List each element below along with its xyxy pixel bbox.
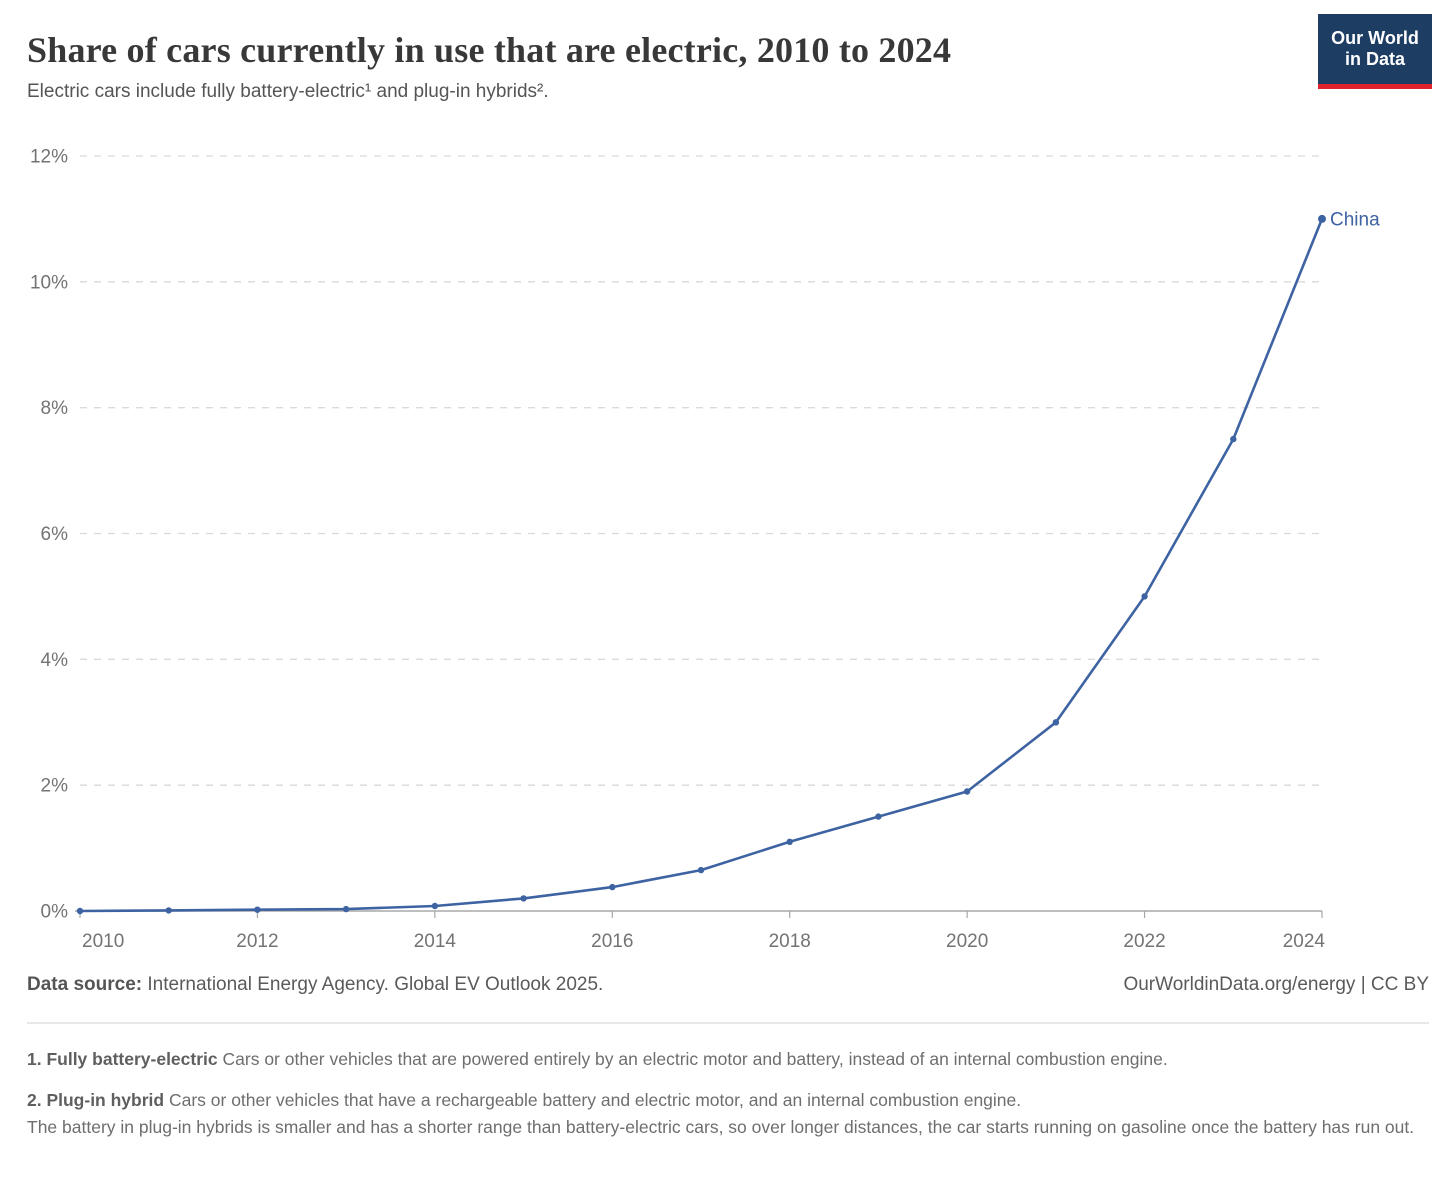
y-tick-label: 2% xyxy=(41,776,69,797)
x-tick-label: 2010 xyxy=(82,931,124,952)
y-tick-label: 12% xyxy=(30,147,68,168)
x-tick-label: 2018 xyxy=(769,931,811,952)
data-point xyxy=(254,906,261,913)
footnote-2-lead: 2. Plug-in hybrid xyxy=(27,1090,165,1111)
data-point xyxy=(875,813,882,820)
data-point xyxy=(1052,719,1060,726)
footnote-1: 1. Fully battery-electric Cars or other … xyxy=(27,1046,1429,1072)
x-tick-label: 2024 xyxy=(1283,931,1326,952)
data-point xyxy=(963,788,971,795)
footnote-2-text: Cars or other vehicles that have a recha… xyxy=(168,1090,1022,1111)
x-tick-label: 2014 xyxy=(414,931,457,952)
owid-logo[interactable]: Our World in Data xyxy=(1318,14,1432,89)
series-line xyxy=(78,217,1324,913)
data-point xyxy=(431,902,439,910)
footnote-divider xyxy=(27,1022,1429,1024)
data-point xyxy=(786,838,793,845)
page-title: Share of cars currently in use that are … xyxy=(27,30,952,70)
data-point xyxy=(1141,593,1148,600)
data-point xyxy=(1318,214,1326,223)
line-chart: 0% 2% 4% 6% 8% 10% 12% 2010 2012 2014 2016 2018 2020… xyxy=(0,130,1456,960)
series-end-label: China xyxy=(1330,209,1380,230)
chart-canvas: 0% 2% 4% 6% 8% 10% 12% 2010 2012 2014 2016 2018 2020… xyxy=(30,147,1380,953)
footnote-2: 2. Plug-in hybrid Cars or other vehicles… xyxy=(27,1087,1429,1140)
data-point xyxy=(342,905,350,913)
chart-subtitle: Electric cars include fully battery-elec… xyxy=(27,81,549,103)
source-row: Data source: International Energy Agency… xyxy=(0,974,1456,996)
x-tick-label: 2022 xyxy=(1123,931,1165,952)
footnote-1-text: Cars or other vehicles that are powered … xyxy=(222,1049,1168,1069)
y-tick-label: 8% xyxy=(41,398,69,419)
y-tick-label: 10% xyxy=(30,272,68,293)
chart-header: Share of cars currently in use that are … xyxy=(0,0,1456,130)
data-source-value: International Energy Agency. Global EV O… xyxy=(147,974,604,995)
x-tick-label: 2016 xyxy=(591,931,633,952)
attribution-link[interactable]: OurWorldinData.org/energy | CC BY xyxy=(1123,974,1429,995)
y-tick-label: 4% xyxy=(41,650,69,671)
y-tick-label: 6% xyxy=(41,524,69,545)
owid-logo-line2: in Data xyxy=(1344,49,1405,69)
data-point xyxy=(520,895,527,902)
y-tick-label: 0% xyxy=(41,902,69,923)
data-point xyxy=(165,907,172,914)
data-point xyxy=(76,907,84,915)
data-point xyxy=(609,883,616,891)
data-point xyxy=(1230,435,1237,443)
footnote-1-lead: 1. Fully battery-electric xyxy=(27,1049,218,1069)
data-source-label: Data source: xyxy=(27,974,143,995)
footnotes: 1. Fully battery-electric Cars or other … xyxy=(0,1046,1456,1140)
x-tick-label: 2020 xyxy=(946,931,988,952)
footnote-2-continuation: The battery in plug-in hybrids is smalle… xyxy=(27,1116,1415,1137)
data-point xyxy=(697,866,705,874)
owid-logo-line1: Our World xyxy=(1331,28,1419,48)
x-tick-label: 2012 xyxy=(236,931,278,952)
data-source: Data source: International Energy Agency… xyxy=(27,974,603,996)
